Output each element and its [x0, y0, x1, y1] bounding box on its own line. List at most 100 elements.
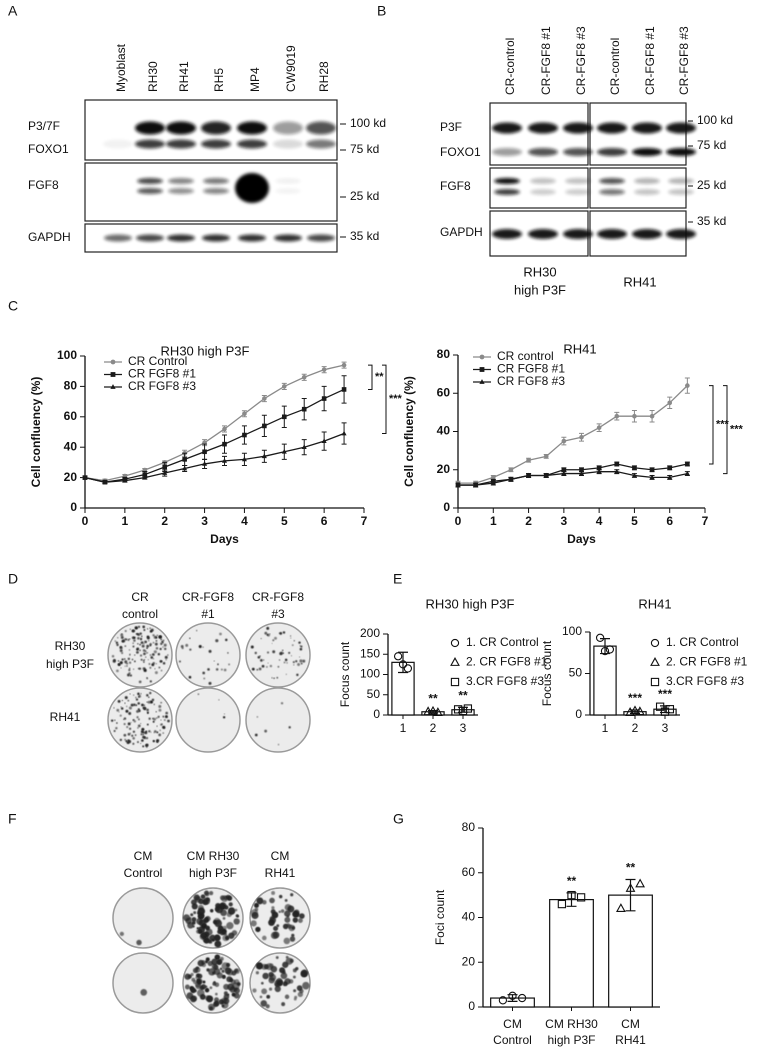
colony [220, 668, 223, 671]
legend-marker [650, 677, 660, 687]
colony [284, 916, 291, 923]
legend-marker [650, 638, 660, 648]
x-tick-label: Control [493, 1033, 532, 1047]
blot-band [528, 122, 558, 134]
colony [198, 645, 202, 649]
colony [178, 660, 181, 663]
colony [113, 730, 116, 733]
colony [123, 723, 126, 726]
colony [131, 734, 134, 737]
y-tick-label: 20 [64, 470, 78, 484]
blot-band [203, 178, 229, 184]
colony [142, 625, 145, 629]
blot-band [136, 234, 164, 242]
data-point [508, 467, 514, 473]
plate [112, 887, 174, 949]
colony [143, 643, 145, 645]
data-point [508, 991, 517, 1000]
x-axis-label: Days [567, 532, 596, 546]
column-label: RH41 [265, 866, 296, 880]
plate [245, 622, 311, 688]
colony [137, 702, 140, 705]
colony [266, 633, 269, 636]
data-point [398, 660, 408, 669]
colony [190, 913, 194, 917]
row-label: GAPDH [28, 230, 71, 244]
colony [262, 935, 267, 941]
colony [282, 652, 285, 654]
colony [256, 897, 264, 905]
significance-label: *** [389, 393, 403, 405]
blot-band [634, 189, 660, 195]
colony [214, 954, 221, 961]
colony [155, 639, 158, 642]
colony [224, 905, 229, 910]
colony [124, 738, 127, 741]
colony [134, 626, 138, 630]
row-label: FGF8 [440, 179, 471, 193]
colony [265, 1004, 270, 1009]
colony [279, 632, 283, 635]
data-point [393, 652, 403, 661]
colony [152, 641, 155, 644]
colony [134, 654, 136, 656]
y-tick-label: 150 [360, 646, 380, 660]
colony [119, 738, 123, 742]
colony [141, 703, 144, 707]
y-tick-label: 60 [437, 385, 451, 399]
colony [114, 640, 117, 642]
x-tick-label: 2 [525, 514, 532, 528]
colony [208, 681, 212, 685]
row-label: RH30 [55, 639, 86, 653]
data-point [508, 476, 514, 482]
colony [233, 918, 240, 925]
data-point [341, 362, 347, 368]
colony [130, 732, 132, 734]
significance-label: ** [458, 688, 468, 702]
colony [135, 698, 139, 701]
colony [164, 655, 168, 659]
legend-label: CR control [497, 349, 554, 363]
colony [143, 652, 146, 656]
colony [275, 956, 279, 959]
colony [148, 730, 151, 733]
blot-band [494, 189, 520, 195]
y-tick-label: 0 [70, 500, 77, 514]
colony [158, 666, 161, 669]
data-point [557, 899, 567, 909]
legend-marker [110, 372, 116, 377]
colony [214, 997, 220, 1003]
colony [125, 662, 127, 664]
colony [291, 933, 295, 937]
colony [160, 638, 163, 641]
colony [155, 711, 157, 713]
colony [209, 1006, 213, 1011]
colony [226, 968, 234, 976]
data-point [579, 467, 584, 473]
colony [139, 637, 143, 641]
blot-band [137, 188, 163, 194]
colony [291, 926, 295, 930]
colony [194, 966, 201, 973]
legend-marker [479, 367, 485, 372]
colony [147, 659, 149, 661]
colony [132, 645, 135, 648]
colony [143, 706, 147, 710]
blot-band [306, 139, 336, 149]
colony [191, 903, 198, 910]
colony [154, 642, 158, 646]
colony [280, 972, 288, 980]
colony [213, 660, 215, 662]
colony [292, 975, 296, 979]
colony [162, 732, 165, 734]
colony [193, 911, 197, 915]
colony [205, 916, 209, 921]
colony [132, 642, 134, 644]
colony [235, 914, 239, 918]
colony [153, 650, 157, 654]
blot-band [597, 229, 627, 239]
colony [280, 702, 284, 705]
blot-band [275, 178, 301, 184]
colony [296, 673, 299, 677]
colony [153, 731, 155, 734]
